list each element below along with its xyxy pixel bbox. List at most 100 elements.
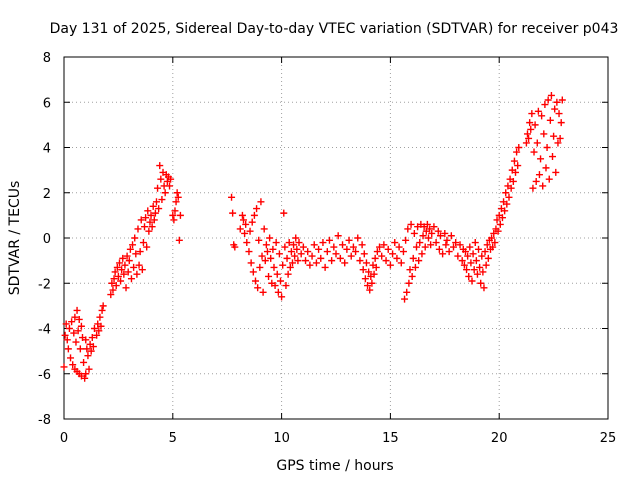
data-point	[435, 245, 443, 253]
data-point	[550, 132, 558, 140]
data-point	[249, 268, 257, 276]
data-point	[154, 184, 162, 192]
data-point	[84, 352, 92, 360]
data-point	[273, 270, 281, 278]
x-tick-label: 25	[600, 431, 617, 446]
data-point	[336, 254, 344, 262]
data-point	[447, 232, 455, 240]
data-point	[64, 345, 72, 353]
data-point	[166, 182, 174, 190]
data-point	[263, 248, 271, 256]
data-point	[452, 239, 460, 247]
data-point	[82, 370, 90, 378]
data-point	[141, 223, 149, 231]
x-tick-label: 15	[382, 431, 399, 446]
data-point	[482, 261, 490, 269]
data-point	[283, 254, 291, 262]
data-point	[282, 282, 290, 290]
data-point	[380, 241, 388, 249]
data-point	[538, 112, 546, 120]
data-point	[134, 225, 142, 233]
data-point	[358, 241, 366, 249]
data-point	[161, 189, 169, 197]
data-point	[255, 236, 263, 244]
data-point	[389, 250, 397, 258]
data-point	[370, 270, 378, 278]
data-point	[317, 254, 325, 262]
data-point	[480, 284, 488, 292]
data-point	[240, 216, 248, 224]
data-point	[127, 275, 135, 283]
data-point	[246, 227, 254, 235]
data-point	[479, 268, 487, 276]
data-point	[292, 234, 300, 242]
data-point	[247, 259, 255, 267]
data-point	[261, 257, 269, 265]
data-point	[403, 288, 411, 296]
data-point	[515, 144, 523, 151]
data-point	[513, 148, 521, 156]
data-point	[384, 245, 392, 253]
data-point	[321, 263, 329, 271]
data-point	[129, 241, 137, 249]
data-point	[531, 121, 539, 129]
data-point	[295, 239, 303, 247]
data-point	[97, 322, 105, 330]
data-point	[74, 327, 82, 335]
data-point	[406, 266, 414, 274]
data-point	[530, 148, 538, 156]
data-point	[82, 336, 90, 344]
data-point	[543, 144, 551, 151]
data-point	[71, 313, 79, 321]
x-tick-label: 20	[491, 431, 508, 446]
data-point	[146, 218, 154, 226]
data-point	[302, 257, 310, 265]
data-point	[488, 234, 496, 242]
data-point	[120, 270, 128, 278]
data-point	[272, 239, 280, 247]
data-point	[138, 266, 146, 274]
data-point	[286, 263, 294, 271]
data-point	[228, 193, 236, 201]
data-point	[80, 358, 88, 366]
data-point	[410, 229, 418, 237]
data-point	[171, 207, 179, 215]
data-point	[238, 211, 246, 219]
data-point	[522, 139, 530, 147]
data-point	[114, 272, 122, 280]
data-point	[139, 239, 147, 247]
data-point	[498, 214, 506, 222]
data-point	[73, 306, 81, 314]
data-point	[407, 220, 415, 228]
data-point	[251, 277, 259, 285]
data-point	[432, 239, 440, 247]
data-point	[454, 252, 462, 260]
data-point	[132, 250, 140, 258]
data-point	[404, 225, 412, 233]
data-point	[347, 252, 355, 260]
data-point	[489, 243, 497, 251]
data-point	[257, 198, 265, 206]
data-point	[63, 336, 71, 344]
data-point	[427, 241, 435, 249]
data-point	[523, 130, 531, 138]
data-point	[428, 229, 436, 237]
data-point	[376, 243, 384, 251]
data-point	[544, 96, 552, 104]
data-point	[362, 259, 370, 267]
data-point	[494, 227, 502, 235]
data-point	[464, 252, 472, 260]
data-point	[441, 229, 449, 237]
y-tick-label: -8	[38, 413, 51, 428]
data-point	[285, 239, 293, 247]
data-point	[274, 288, 282, 296]
data-point	[469, 250, 477, 258]
data-point	[69, 361, 77, 369]
data-point	[85, 365, 93, 373]
data-point	[113, 263, 121, 271]
data-point	[411, 263, 419, 271]
data-point	[229, 209, 237, 217]
data-point	[262, 241, 270, 249]
data-point	[176, 211, 184, 219]
data-point	[325, 236, 333, 244]
